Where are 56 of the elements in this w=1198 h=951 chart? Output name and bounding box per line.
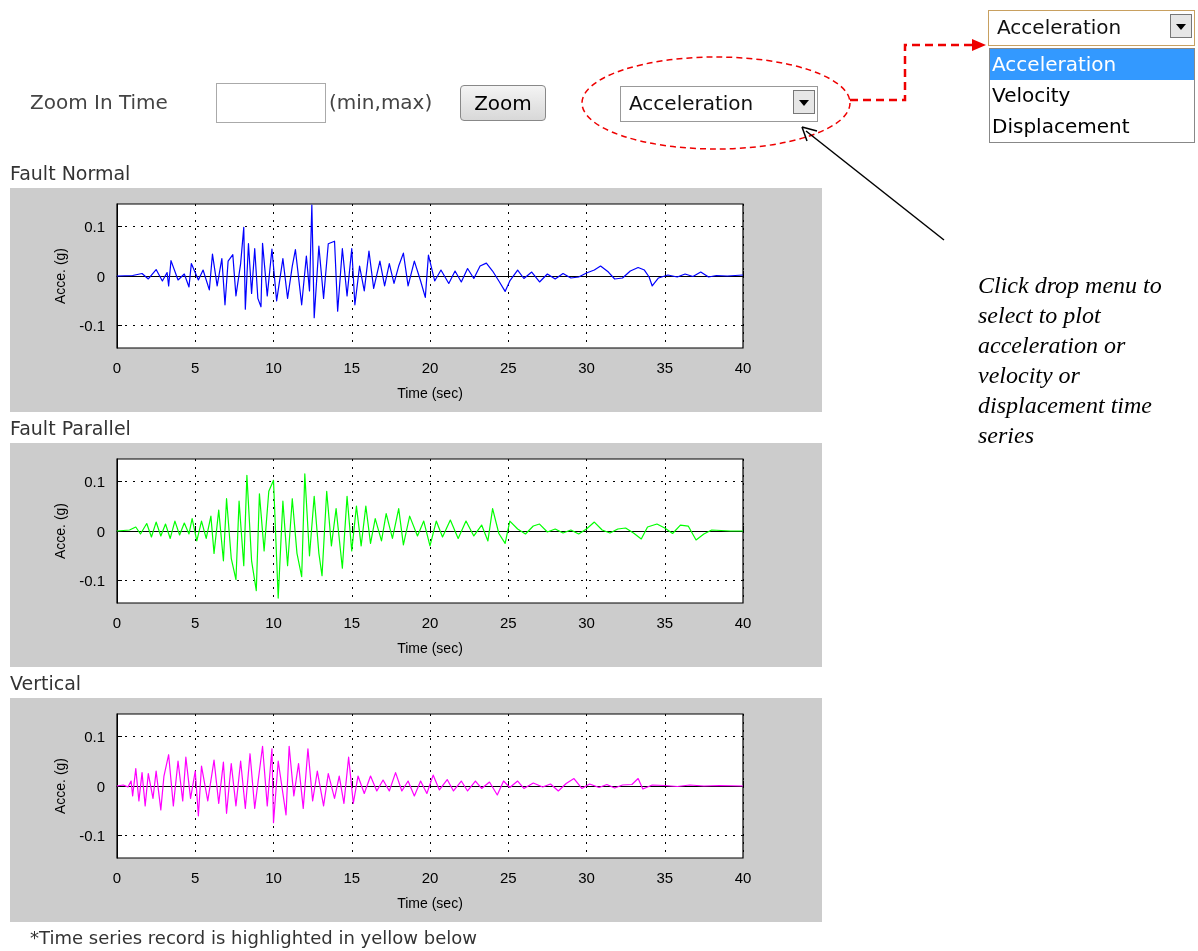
x-tick-label: 30 [578,614,595,631]
text: (min,max) [329,90,433,114]
chart-title: Fault Normal [10,162,131,184]
chart-title: Vertical [10,672,82,694]
x-tick-label: 25 [499,359,517,376]
chart-title: Fault Parallel [10,417,131,439]
y-tick-label: 0.1 [84,727,105,745]
x-tick-label: 20 [421,869,439,886]
dropdown-list: Acceleration Velocity Displacement [989,48,1195,143]
x-tick-label: 0 [112,359,122,376]
x-tick-label: 20 [421,359,439,376]
line-series [116,204,744,319]
x-tick-label: 35 [656,359,674,376]
x-tick-label: 25 [499,869,517,886]
y-tick-label: 0 [96,522,105,540]
x-tick-label: 10 [265,614,282,631]
y-tick-label: -0.1 [79,317,105,335]
x-tick-label: 40 [734,614,752,631]
x-tick-label: 5 [191,869,200,886]
y-tick-label: -0.1 [79,572,105,590]
x-axis-title: Time (sec) [397,640,463,656]
y-tick-label: -0.1 [79,827,105,845]
text: *Time series record is highlighted in yellow below [30,927,478,948]
x-tick-label: 35 [656,614,674,631]
y-tick-label: 0.1 [84,217,105,235]
line-series [116,745,744,824]
x-tick-label: 0 [112,614,122,631]
dropdown[interactable]: Acceleration [988,10,1195,46]
x-tick-label: 15 [343,614,361,631]
x-tick-label: 30 [578,359,595,376]
y-axis-title: Acce. (g) [52,247,68,305]
zoom-button[interactable]: Zoom [460,85,546,121]
y-axis-title: Acce. (g) [52,502,68,560]
text: Click drop menu to select to plot acceleration or velocity or displacement time series [978,271,1163,450]
x-tick-label: 40 [734,359,752,376]
x-tick-label: 10 [265,359,282,376]
x-tick-label: 5 [191,614,200,631]
x-tick-label: 35 [656,869,674,886]
x-tick-label: 0 [112,869,122,886]
x-tick-label: 30 [578,869,595,886]
x-tick-label: 10 [265,869,282,886]
y-axis-title: Acce. (g) [52,757,68,815]
x-tick-label: 40 [734,869,752,886]
y-tick-label: 0 [96,777,105,795]
x-tick-label: 5 [191,359,200,376]
x-axis-title: Time (sec) [397,895,463,911]
y-tick-label: 0.1 [84,472,105,490]
x-tick-label: 15 [343,359,361,376]
x-tick-label: 25 [499,614,517,631]
dropdown[interactable]: Acceleration [620,86,818,122]
x-tick-label: 15 [343,869,361,886]
line-series [116,473,744,599]
x-axis-title: Time (sec) [397,385,463,401]
x-tick-label: 20 [421,614,439,631]
text: Zoom In Time [30,90,168,114]
y-tick-label: 0 [96,267,105,285]
